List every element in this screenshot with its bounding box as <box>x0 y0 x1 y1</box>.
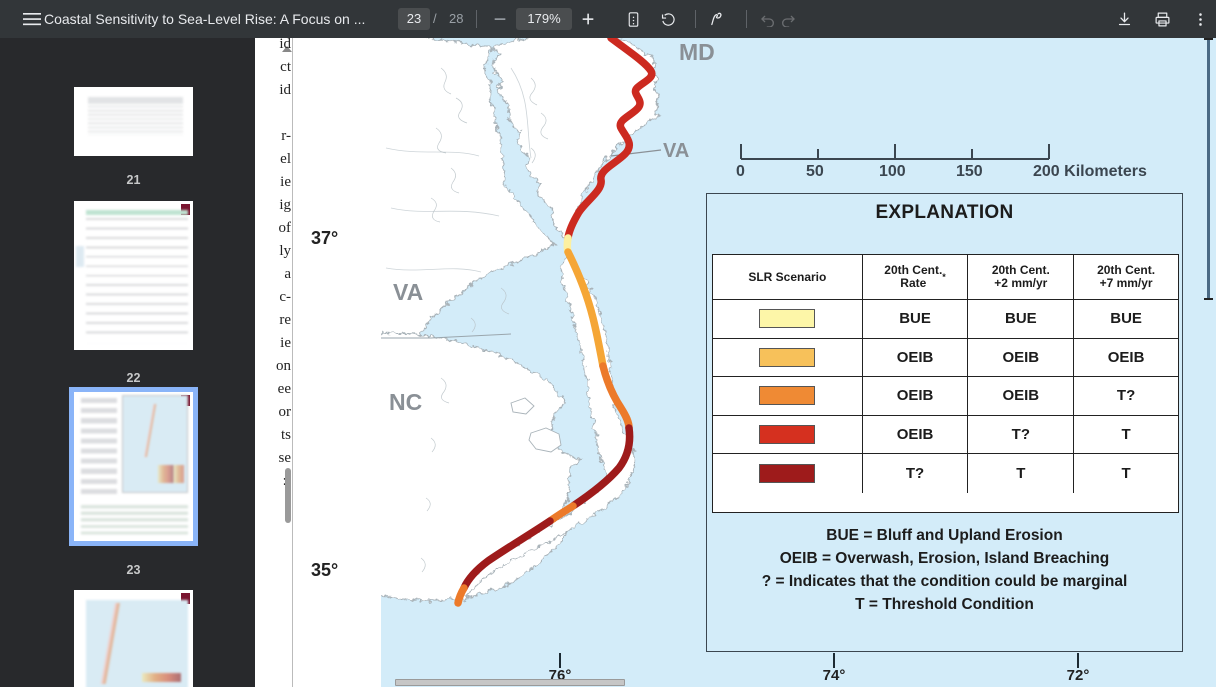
svg-text:200 Kilometers: 200 Kilometers <box>1033 163 1147 180</box>
svg-text:150: 150 <box>956 163 983 180</box>
svg-text:MD: MD <box>679 39 715 65</box>
svg-text:0: 0 <box>736 163 745 180</box>
svg-text:NC: NC <box>389 389 422 415</box>
svg-text:VA: VA <box>663 140 689 162</box>
svg-text:VA: VA <box>393 279 423 305</box>
svg-text:50: 50 <box>806 163 824 180</box>
svg-text:100: 100 <box>879 163 906 180</box>
